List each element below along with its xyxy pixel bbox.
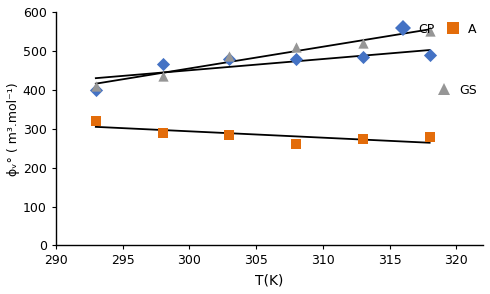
Point xyxy=(292,56,300,61)
Point xyxy=(359,41,367,46)
Point xyxy=(426,29,434,34)
Point xyxy=(292,45,300,49)
Point xyxy=(292,142,300,147)
Point xyxy=(225,57,233,62)
Point xyxy=(225,53,233,58)
Point xyxy=(92,118,100,123)
Point xyxy=(225,132,233,137)
Point xyxy=(426,52,434,57)
Point xyxy=(426,135,434,140)
Legend: GS: GS xyxy=(432,83,477,97)
Point xyxy=(159,74,167,78)
Point xyxy=(159,62,167,67)
Point xyxy=(359,137,367,142)
Point xyxy=(359,55,367,60)
Y-axis label: ϕᵥ° ( m³.mol⁻¹): ϕᵥ° ( m³.mol⁻¹) xyxy=(7,82,20,176)
Point xyxy=(159,130,167,135)
X-axis label: T(K): T(K) xyxy=(255,273,284,287)
Point xyxy=(92,83,100,88)
Point xyxy=(92,87,100,92)
